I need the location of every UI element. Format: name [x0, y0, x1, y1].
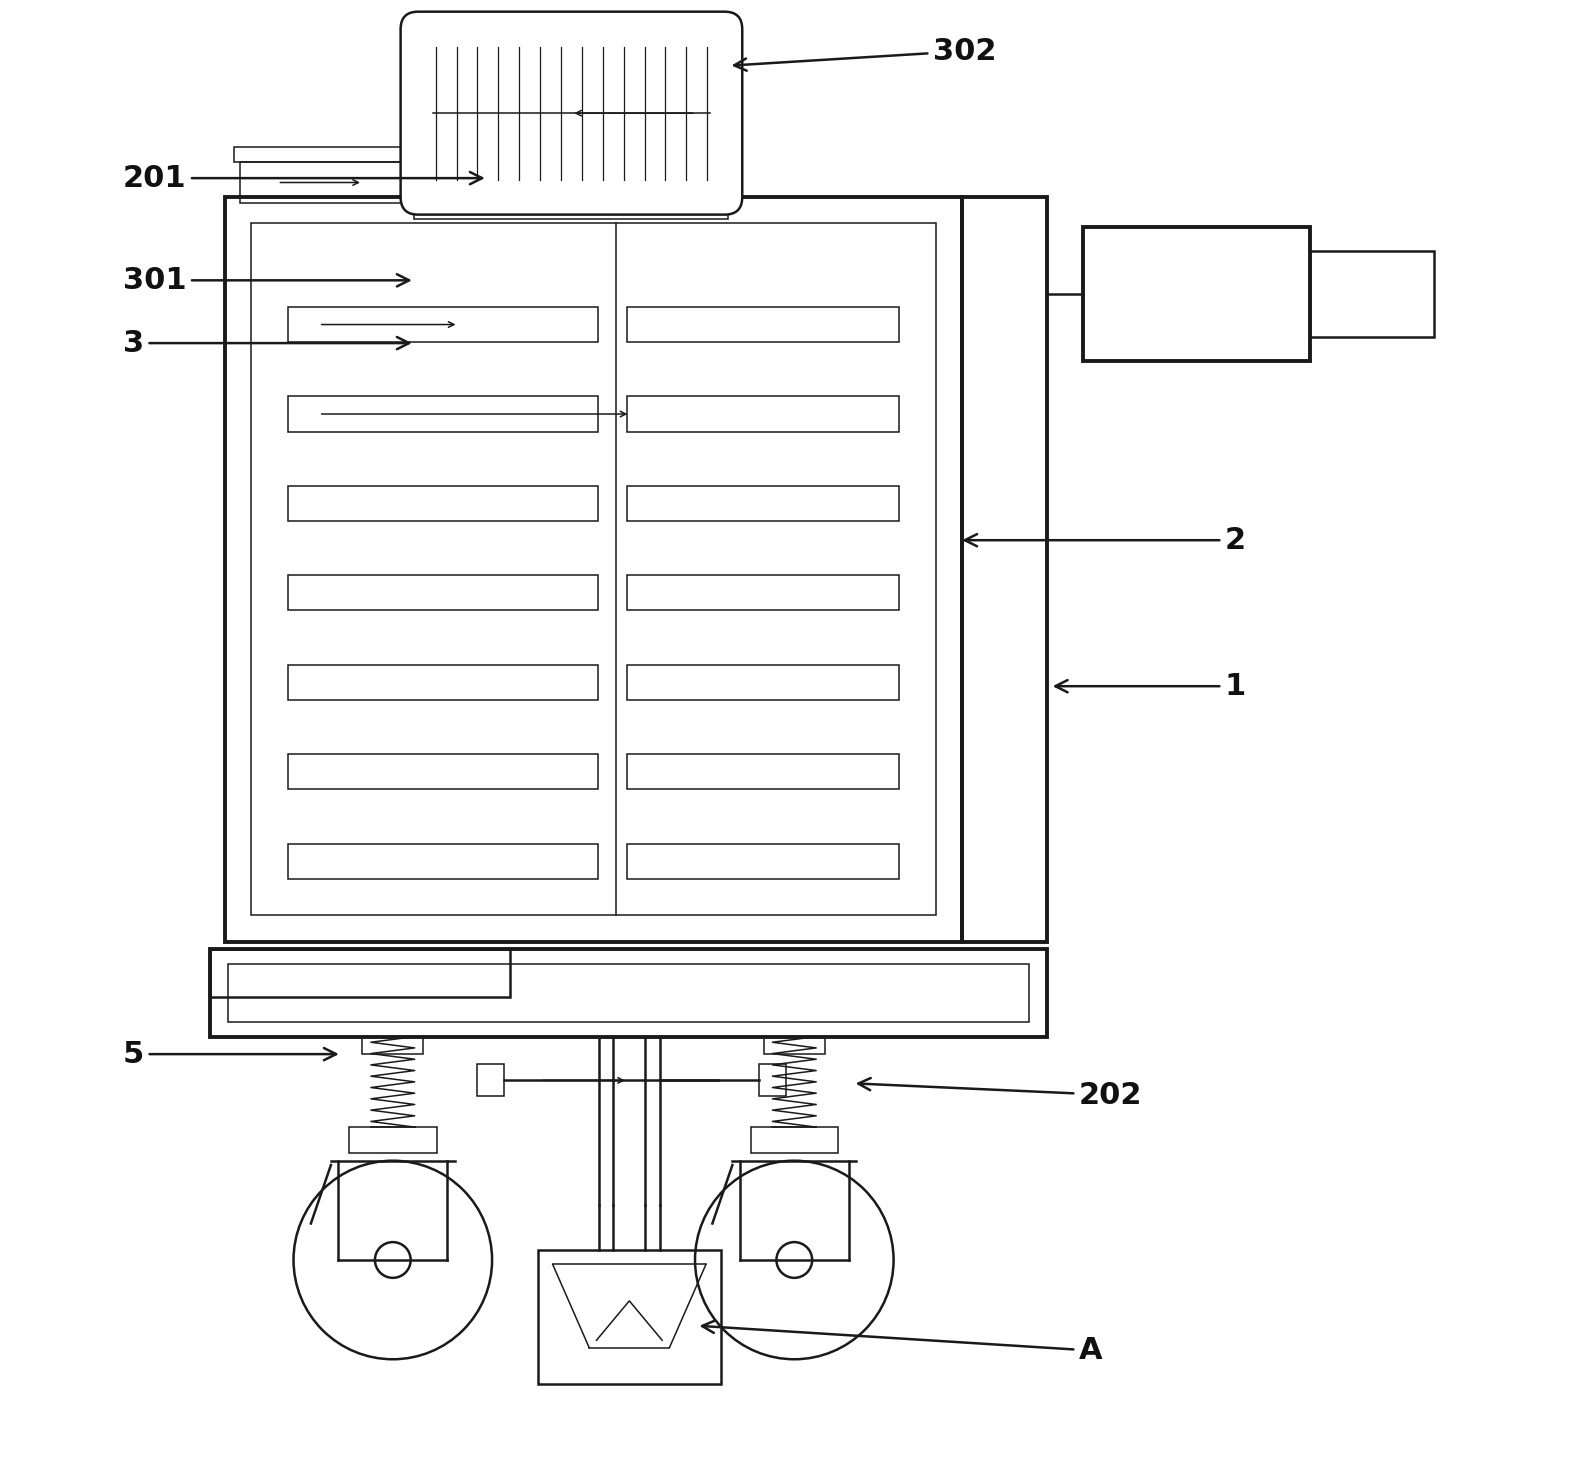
Bar	[628, 397, 899, 432]
Bar	[628, 844, 899, 879]
Text: 201: 201	[123, 164, 482, 193]
Bar	[628, 307, 899, 342]
Bar	[538, 1250, 721, 1384]
Bar	[751, 1127, 837, 1153]
Text: 2: 2	[965, 526, 1247, 555]
Bar	[763, 1037, 825, 1054]
Text: A: A	[702, 1321, 1103, 1365]
Bar	[288, 307, 598, 342]
Text: 301: 301	[123, 266, 409, 295]
Bar	[362, 1037, 423, 1054]
Bar	[628, 755, 899, 790]
Bar	[288, 844, 598, 879]
Bar	[233, 147, 434, 162]
Bar	[288, 486, 598, 521]
Bar	[414, 197, 727, 219]
Bar	[628, 664, 899, 699]
Bar	[288, 397, 598, 432]
Bar	[349, 1127, 436, 1153]
Bar	[211, 949, 1047, 1037]
Bar	[1310, 251, 1434, 337]
Text: 302: 302	[733, 36, 996, 70]
Bar	[252, 223, 937, 915]
Bar	[228, 964, 1029, 1022]
Bar	[1083, 226, 1310, 361]
Text: 5: 5	[123, 1040, 337, 1069]
Text: 1: 1	[1056, 672, 1247, 701]
FancyBboxPatch shape	[401, 12, 743, 215]
Bar	[628, 486, 899, 521]
Bar	[211, 949, 510, 997]
Bar	[759, 1064, 785, 1096]
Bar	[288, 575, 598, 610]
Bar	[239, 162, 430, 203]
Bar	[962, 197, 1047, 942]
Bar	[288, 755, 598, 790]
Bar	[225, 197, 962, 942]
Bar	[628, 575, 899, 610]
Bar	[477, 1064, 504, 1096]
Text: 202: 202	[858, 1077, 1143, 1110]
Bar	[288, 664, 598, 699]
Text: 3: 3	[123, 328, 409, 358]
